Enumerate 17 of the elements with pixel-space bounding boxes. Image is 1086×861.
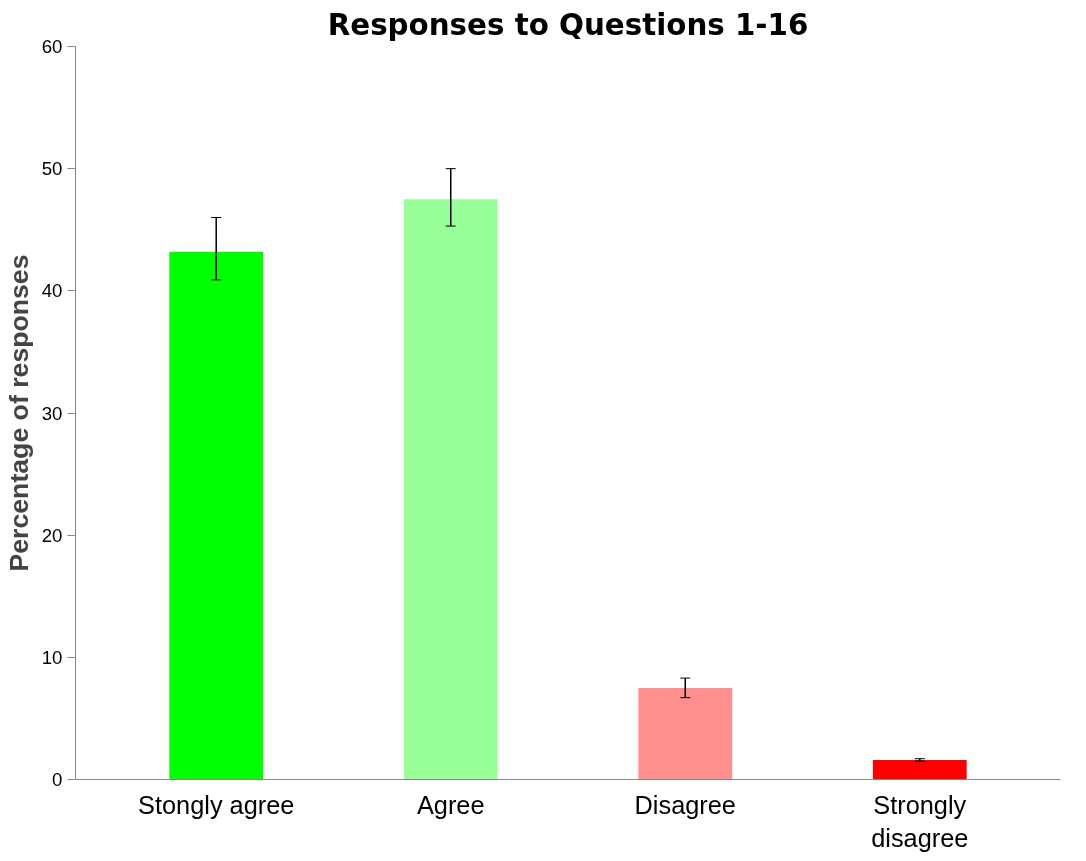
- bar: [169, 251, 264, 780]
- y-tick-label: 20: [41, 524, 63, 546]
- y-tick-label: 60: [41, 36, 63, 57]
- y-tick-label: 50: [41, 158, 63, 180]
- y-tick-label: 40: [41, 280, 63, 302]
- y-axis-title: Percentage of responses: [3, 254, 34, 572]
- y-tick-label: 30: [41, 402, 63, 424]
- y-tick-label: 10: [41, 646, 63, 668]
- y-tick-label: 0: [52, 769, 63, 790]
- bar: [403, 199, 498, 780]
- bar: [872, 759, 967, 780]
- x-tick-label: Stongly agree: [138, 790, 295, 819]
- chart-title: Responses to Questions 1-16: [327, 7, 809, 42]
- x-tick-label: Agree: [416, 790, 485, 819]
- x-tick-label: Strongly disagree: [871, 790, 969, 853]
- x-tick-label: Disagree: [634, 790, 736, 819]
- bar: [638, 687, 733, 780]
